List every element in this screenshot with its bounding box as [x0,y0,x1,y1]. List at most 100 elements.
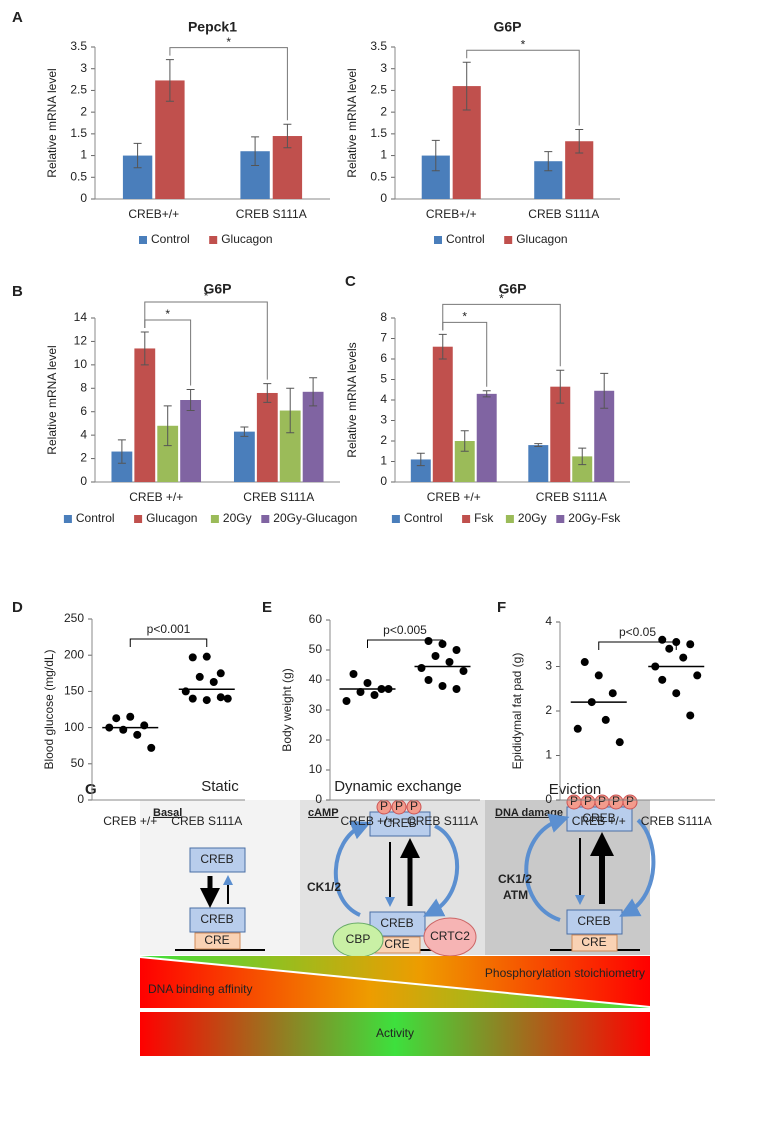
y-tick-label: 1 [380,148,387,162]
creb-box [189,847,246,873]
phospho-text: P [570,794,578,808]
dot [363,679,372,687]
y-tick-label: 3.5 [370,39,387,53]
y-tick-label: 50 [71,756,85,770]
mechanism-diagram: G Static Dynamic exchange Eviction Basal… [85,778,656,1056]
chart-title: G6P [203,281,231,297]
kinase: CK1/2 [498,872,532,886]
y-tick-label: 0 [315,792,322,806]
phospho [622,794,638,810]
dot [431,652,440,660]
y-tick-label: 1.5 [370,126,387,140]
x-tick-label: CREB S111A [171,814,242,828]
error-bar [575,129,584,154]
legend-label: Control [151,232,190,246]
y-tick-label: 100 [64,720,84,734]
y-tick-label: 4 [380,392,387,406]
y-tick-label: 200 [64,647,84,661]
x-tick-label: CREB+/+ [128,207,179,221]
cofactor-text: CBP [346,932,371,946]
panel-label: F [497,599,506,616]
y-tick-label: 6 [80,404,87,418]
error-bar [416,452,425,467]
y-tick-label: 2.5 [70,83,87,97]
error-bar [431,139,440,172]
y-tick-label: 4 [80,427,87,441]
y-tick-label: 3 [380,61,387,75]
column-heading: Eviction [549,781,602,798]
legend-swatch [209,236,218,244]
legend-swatch [505,515,514,523]
x-tick-label: CREB S111A [236,207,307,221]
x-tick-label: CREB S111A [528,207,599,221]
column-heading: Dynamic exchange [334,778,462,795]
dot [342,697,351,705]
y-axis-label: Relative mRNA levels [345,342,359,457]
x-tick-label: CREB S111A [243,490,314,504]
bar [279,410,301,482]
significance-bracket [129,638,208,647]
y-tick-label: 14 [74,310,88,324]
legend-label: Control [446,232,485,246]
y-tick-label: 8 [80,380,87,394]
significance-label: * [165,307,170,321]
gradient-label: Phosphorylation stoichiometry [485,966,645,980]
legend-label: 20Gy [518,511,547,525]
legend-label: Glucagon [516,232,567,246]
dot [608,689,617,698]
dot [665,644,674,653]
legend-swatch [134,515,143,523]
significance-bracket [466,49,580,126]
legend-label: 20Gy [223,511,252,525]
creb-text: CREB [582,811,615,825]
y-tick-label: 30 [309,702,323,716]
dot [424,637,433,645]
dot [216,693,225,702]
error-bar [133,142,142,169]
y-tick-label: 7 [380,331,387,345]
panel-label: A [12,9,23,26]
x-tick-label: CREB+/+ [426,207,477,221]
creb-box [566,909,623,935]
phospho-text: P [626,794,634,808]
error-bar [286,387,295,434]
y-tick-label: 0.5 [70,169,87,183]
cre-text: CRE [581,935,606,949]
y-tick-label: 0 [380,191,387,205]
cycle-arrow [423,824,460,917]
dot [580,658,589,667]
kinase: ATM [503,888,528,902]
legend-label: 20Gy-Fsk [568,511,621,525]
creb-box [369,811,431,837]
error-bar [600,372,609,409]
dot [195,672,204,681]
phospho-text: P [612,794,620,808]
x-tick-label: CREB +/+ [572,814,626,828]
dot [693,671,702,680]
dot [356,688,365,696]
y-tick-label: 40 [309,672,323,686]
creb-text: CREB [383,816,416,830]
y-axis-label: Epididymal fat pad (g) [510,653,524,770]
dot [424,676,433,684]
y-tick-label: 6 [380,351,387,365]
bar [180,400,202,482]
error-bar [283,123,292,149]
dot [112,714,121,723]
dot [417,664,426,672]
significance-label: * [462,310,467,324]
legend-label: Glucagon [146,511,197,525]
error-bar [556,369,565,404]
bar [550,386,571,482]
significance-bracket [442,303,561,367]
error-bar [578,447,587,466]
legend-label: Glucagon [221,232,272,246]
significance-bracket [367,639,443,648]
y-tick-label: 10 [74,357,88,371]
phospho-text: P [395,799,403,813]
x-tick-label: CREB +/+ [340,814,394,828]
error-bar [544,151,553,172]
y-tick-label: 10 [309,762,323,776]
